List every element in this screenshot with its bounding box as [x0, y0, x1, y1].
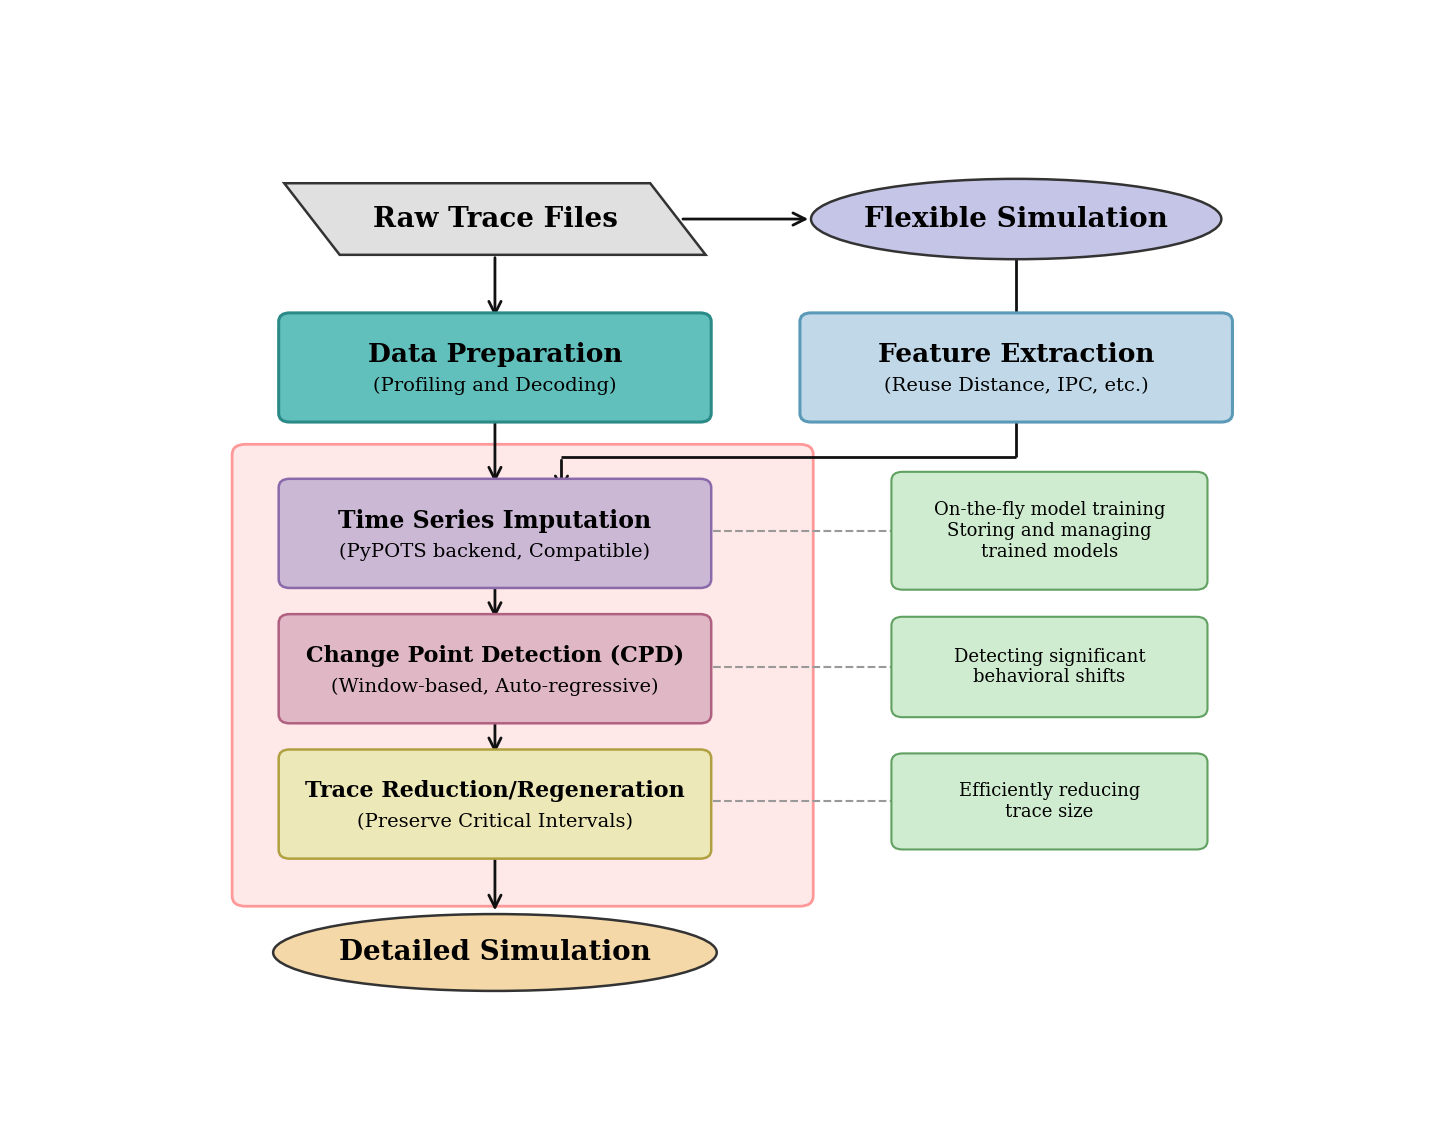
- Text: (Profiling and Decoding): (Profiling and Decoding): [373, 376, 617, 395]
- Text: On-the-fly model training
Storing and managing
trained models: On-the-fly model training Storing and ma…: [933, 501, 1165, 560]
- Ellipse shape: [811, 179, 1222, 260]
- Text: Data Preparation: Data Preparation: [368, 342, 622, 367]
- FancyBboxPatch shape: [279, 313, 711, 422]
- FancyBboxPatch shape: [800, 313, 1232, 422]
- Text: (PyPOTS backend, Compatible): (PyPOTS backend, Compatible): [339, 542, 651, 561]
- Text: Detailed Simulation: Detailed Simulation: [339, 939, 651, 966]
- FancyBboxPatch shape: [279, 615, 711, 723]
- FancyBboxPatch shape: [279, 479, 711, 587]
- FancyBboxPatch shape: [892, 617, 1208, 717]
- Text: (Reuse Distance, IPC, etc.): (Reuse Distance, IPC, etc.): [884, 376, 1149, 395]
- Ellipse shape: [273, 914, 717, 991]
- Text: Efficiently reducing
trace size: Efficiently reducing trace size: [959, 782, 1141, 821]
- Text: Time Series Imputation: Time Series Imputation: [338, 508, 651, 533]
- Text: (Preserve Critical Intervals): (Preserve Critical Intervals): [356, 813, 633, 831]
- Text: Raw Trace Files: Raw Trace Files: [372, 205, 617, 232]
- Polygon shape: [285, 184, 705, 255]
- Text: Feature Extraction: Feature Extraction: [879, 342, 1155, 367]
- FancyBboxPatch shape: [232, 445, 813, 906]
- Text: Trace Reduction/Regeneration: Trace Reduction/Regeneration: [305, 780, 685, 802]
- Text: Detecting significant
behavioral shifts: Detecting significant behavioral shifts: [953, 648, 1145, 686]
- Text: (Window-based, Auto-regressive): (Window-based, Auto-regressive): [331, 678, 658, 696]
- Text: Flexible Simulation: Flexible Simulation: [864, 205, 1168, 232]
- FancyBboxPatch shape: [892, 472, 1208, 590]
- Text: Change Point Detection (CPD): Change Point Detection (CPD): [306, 645, 684, 667]
- FancyBboxPatch shape: [892, 753, 1208, 849]
- FancyBboxPatch shape: [279, 750, 711, 858]
